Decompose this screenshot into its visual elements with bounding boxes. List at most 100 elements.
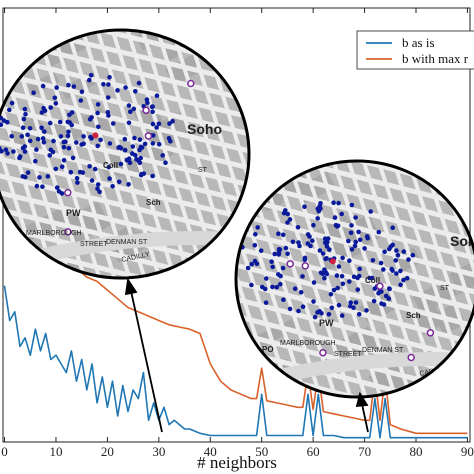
death-marker: [270, 284, 275, 290]
death-marker: [308, 243, 313, 249]
death-marker: [92, 166, 98, 172]
death-marker: [40, 136, 46, 141]
map-inset-2-street-street: STREET: [334, 351, 362, 358]
death-marker: [25, 170, 31, 175]
map-inset-2-death-markers: [240, 200, 435, 362]
death-marker: [353, 215, 358, 220]
death-marker: [41, 105, 46, 111]
death-marker: [324, 255, 329, 261]
pump-marker: [64, 188, 72, 197]
map-inset-2-label-pw: PW: [319, 318, 334, 328]
death-marker: [334, 224, 340, 229]
death-marker: [37, 175, 42, 180]
death-marker: [126, 182, 131, 187]
death-marker: [283, 245, 289, 251]
death-marker: [347, 258, 352, 264]
death-marker: [168, 138, 173, 144]
death-marker: [27, 138, 33, 144]
death-marker: [352, 243, 358, 249]
map-inset-1-street-street: STREET: [80, 241, 108, 248]
death-marker: [285, 251, 290, 256]
death-marker: [61, 158, 67, 163]
death-marker: [356, 311, 362, 317]
map-block: [460, 176, 474, 203]
death-marker: [376, 229, 382, 235]
map-block: [62, 201, 111, 245]
map-street: [54, 30, 158, 278]
death-marker: [101, 82, 106, 87]
x-tick-label-0: 0: [1, 444, 8, 459]
death-marker: [320, 251, 326, 256]
death-marker: [336, 264, 342, 269]
death-marker: [71, 84, 77, 89]
death-marker: [95, 102, 101, 107]
death-marker: [370, 258, 376, 263]
death-marker: [115, 88, 120, 93]
death-marker: [260, 284, 265, 290]
death-marker: [48, 147, 54, 153]
death-marker: [339, 273, 345, 279]
map-inset-2-street-st: ST: [440, 285, 450, 292]
death-marker: [150, 109, 155, 115]
death-marker: [302, 204, 307, 209]
death-marker: [150, 141, 156, 146]
map-inset-2-label-coll: Coll: [365, 276, 380, 285]
death-marker: [346, 238, 351, 244]
x-tick-label-50: 50: [255, 444, 268, 459]
death-marker: [387, 286, 392, 292]
death-marker: [298, 290, 304, 295]
death-marker: [382, 249, 387, 255]
death-marker: [89, 115, 94, 120]
death-marker: [326, 312, 332, 317]
death-marker: [170, 118, 175, 124]
death-marker: [68, 169, 74, 175]
pump-marker: [426, 329, 435, 337]
death-marker: [355, 287, 361, 292]
broad-street-pump-marker: [92, 132, 99, 139]
x-tick-label-20: 20: [101, 444, 114, 459]
death-marker: [23, 111, 28, 117]
death-marker: [280, 232, 286, 238]
callout-arrow-1-head: [124, 277, 138, 296]
death-marker: [128, 109, 133, 114]
death-marker: [339, 211, 345, 217]
death-marker: [381, 302, 387, 307]
death-marker: [22, 106, 28, 112]
death-marker: [98, 137, 103, 143]
death-marker: [89, 136, 94, 141]
x-tick-label-40: 40: [204, 444, 217, 459]
map-inset-2-label-sch: Sch: [406, 311, 421, 320]
death-marker: [371, 298, 377, 304]
death-marker: [116, 179, 122, 185]
death-marker: [150, 173, 155, 179]
map-street: [395, 161, 474, 397]
death-marker: [255, 225, 260, 230]
death-marker: [336, 302, 342, 308]
death-marker: [59, 191, 65, 196]
death-marker: [53, 166, 59, 172]
map-inset-2-label-soho: Soho: [450, 233, 474, 249]
pump-marker: [319, 348, 327, 357]
death-marker: [322, 267, 327, 273]
death-marker: [327, 247, 332, 252]
death-marker: [66, 146, 72, 151]
death-marker: [258, 248, 264, 253]
death-marker: [53, 101, 59, 106]
death-marker: [47, 120, 53, 126]
death-marker: [136, 80, 142, 86]
death-marker: [336, 200, 341, 206]
death-marker: [340, 255, 345, 261]
death-marker: [351, 305, 356, 311]
death-marker: [319, 311, 324, 316]
death-marker: [328, 292, 334, 297]
death-marker: [357, 266, 363, 272]
death-marker: [394, 248, 399, 253]
death-marker: [47, 153, 52, 158]
death-marker: [127, 160, 133, 166]
death-marker: [105, 110, 111, 115]
death-marker: [270, 264, 276, 270]
death-marker: [410, 252, 416, 258]
death-marker: [349, 223, 354, 228]
map-inset-2-border: [234, 159, 474, 399]
death-marker: [393, 258, 399, 263]
